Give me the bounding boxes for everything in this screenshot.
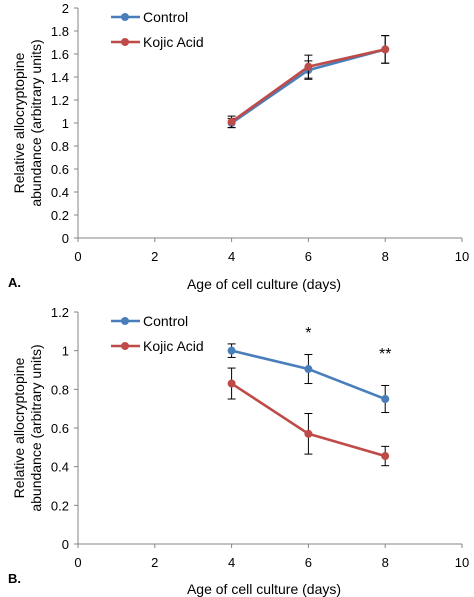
y-axis-title-line: abundance (arbitrary units) <box>28 344 44 511</box>
data-point-kojic-acid <box>227 379 236 388</box>
x-tick-label: 8 <box>382 249 389 264</box>
data-point-control <box>227 346 236 355</box>
y-tick-label: 0.2 <box>51 498 69 513</box>
x-axis-title: Age of cell culture (days) <box>187 581 341 597</box>
y-tick-label: 1 <box>62 116 69 131</box>
y-tick-label: 1.2 <box>51 93 69 108</box>
x-tick-label: 6 <box>305 555 312 570</box>
data-point-control <box>304 365 313 374</box>
x-tick-label: 4 <box>228 555 235 570</box>
data-point-control <box>381 395 390 403</box>
y-tick-label: 1.8 <box>51 24 69 39</box>
significance-marker: ** <box>379 346 391 363</box>
y-tick-label: 1.4 <box>51 70 69 85</box>
y-tick-label: 0.4 <box>51 185 69 200</box>
legend-marker-control <box>121 317 129 325</box>
x-tick-label: 0 <box>74 555 81 570</box>
y-axis-title: Relative allocryptopineabundance (arbitr… <box>11 344 44 511</box>
x-tick-label: 10 <box>455 249 469 264</box>
legend-label-control: Control <box>143 9 188 25</box>
data-point-kojic-acid <box>381 452 390 461</box>
y-tick-label: 1.6 <box>51 47 69 62</box>
chart-panel-a: 0 0.2 0.4 0.6 0.8 1 1.2 1.4 1.6 1.8 2 0 2 4 6 8 10 Age of… <box>8 1 469 292</box>
y-tick-label: 0.2 <box>51 208 69 223</box>
y-tick-label: 0.6 <box>51 421 69 436</box>
data-point-kojic-acid <box>304 429 313 438</box>
y-axis-title-line: abundance (arbitrary units) <box>28 39 44 206</box>
x-tick-label: 4 <box>228 249 235 264</box>
x-tick-label: 10 <box>455 555 469 570</box>
y-axis-title-line: Relative allocryptopine <box>11 357 27 498</box>
legend-marker-kojic-acid <box>121 38 129 46</box>
legend-marker-kojic-acid <box>121 342 129 350</box>
y-tick-label: 2 <box>62 1 69 16</box>
x-axis-title: Age of cell culture (days) <box>187 276 341 292</box>
x-tick-label: 2 <box>151 249 158 264</box>
legend-label-kojic-acid: Kojic Acid <box>143 338 204 354</box>
data-point-kojic-acid <box>304 62 313 71</box>
data-point-kojic-acid <box>227 117 236 126</box>
x-tick-label: 8 <box>382 555 389 570</box>
y-tick-label: 0 <box>62 537 69 552</box>
data-point-kojic-acid <box>381 45 390 54</box>
y-tick-label: 1 <box>62 344 69 359</box>
x-tick-label: 6 <box>305 249 312 264</box>
chart-panel-b: 0 0.2 0.4 0.6 0.8 1 1.2 0 2 4 6 8 10 Age of cell cult… <box>8 305 469 597</box>
y-tick-label: 0.4 <box>51 460 69 475</box>
y-tick-label: 0 <box>62 231 69 246</box>
panel-label: A. <box>8 275 21 290</box>
x-tick-label: 0 <box>74 249 81 264</box>
significance-marker: * <box>305 325 311 342</box>
x-tick-label: 2 <box>151 555 158 570</box>
legend-label-kojic-acid: Kojic Acid <box>143 34 204 50</box>
y-axis-title: Relative allocryptopineabundance (arbitr… <box>11 39 44 206</box>
y-tick-label: 0.8 <box>51 382 69 397</box>
y-tick-label: 0.8 <box>51 139 69 154</box>
y-tick-label: 0.6 <box>51 162 69 177</box>
y-tick-label: 1.2 <box>51 305 69 320</box>
legend-label-control: Control <box>143 313 188 329</box>
legend-marker-control <box>121 13 129 21</box>
y-axis-title-line: Relative allocryptopine <box>11 52 27 193</box>
panel-label: B. <box>8 571 21 586</box>
